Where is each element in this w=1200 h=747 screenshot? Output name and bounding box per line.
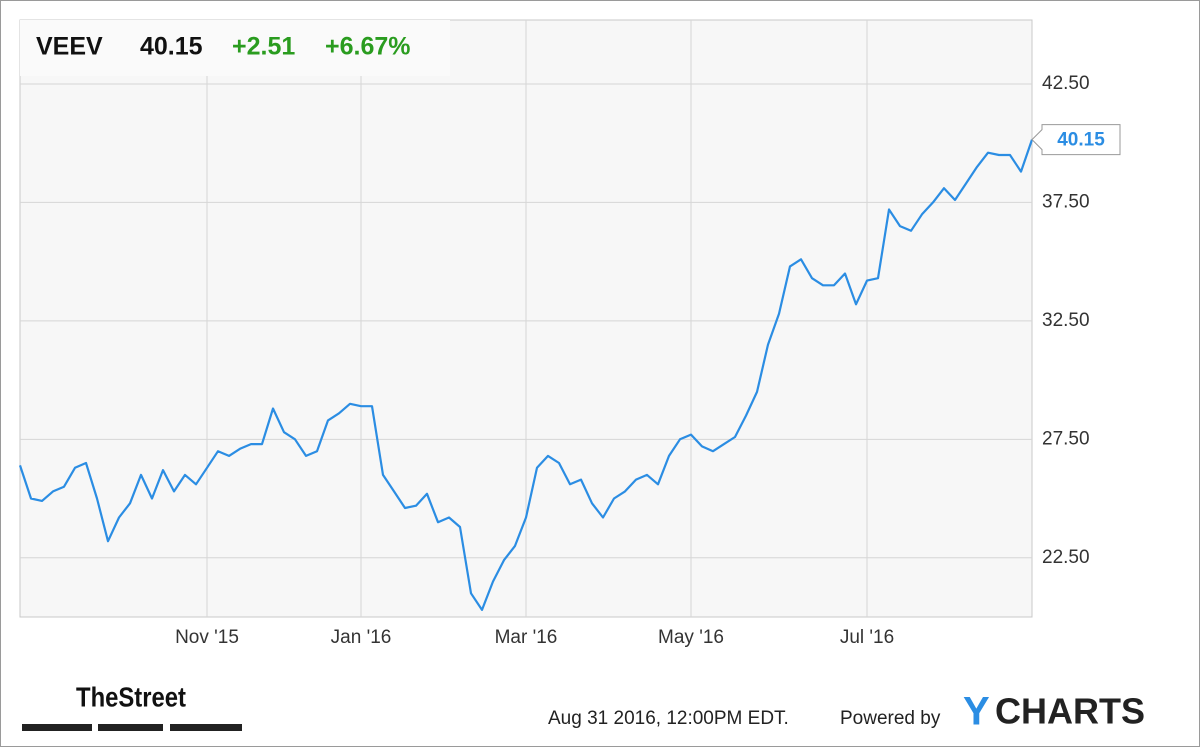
powered-by: Powered by <box>840 708 941 729</box>
last-price-label: 40.15 <box>1057 130 1105 151</box>
y-tick-label: 32.50 <box>1042 310 1090 331</box>
timestamp: Aug 31 2016, 12:00PM EDT. <box>548 708 789 729</box>
x-tick-label: Jan '16 <box>331 627 392 648</box>
last-price-callout <box>1031 124 1121 156</box>
brand-y: Y <box>963 690 990 734</box>
x-tick-label: May '16 <box>658 627 724 648</box>
x-tick-label: Nov '15 <box>175 627 239 648</box>
change-percent: +6.67% <box>325 33 411 61</box>
y-tick-label: 37.50 <box>1042 191 1090 212</box>
header-box <box>20 20 450 76</box>
price: 40.15 <box>140 33 203 61</box>
logo-bar <box>170 724 242 731</box>
logo-bar <box>98 724 163 731</box>
lines <box>18 139 1034 611</box>
logo-bar <box>22 724 92 731</box>
y-tick-label: 27.50 <box>1042 428 1090 449</box>
publisher-logo: TheStreet <box>76 681 186 712</box>
change: +2.51 <box>232 33 295 61</box>
price-line <box>18 139 1034 611</box>
y-tick-label: 42.50 <box>1042 73 1090 94</box>
x-tick-label: Jul '16 <box>840 627 894 648</box>
y-tick-label: 22.50 <box>1042 547 1090 568</box>
x-tick-label: Mar '16 <box>495 627 558 648</box>
brand-name: CHARTS <box>995 691 1145 732</box>
symbol: VEEV <box>36 33 103 61</box>
